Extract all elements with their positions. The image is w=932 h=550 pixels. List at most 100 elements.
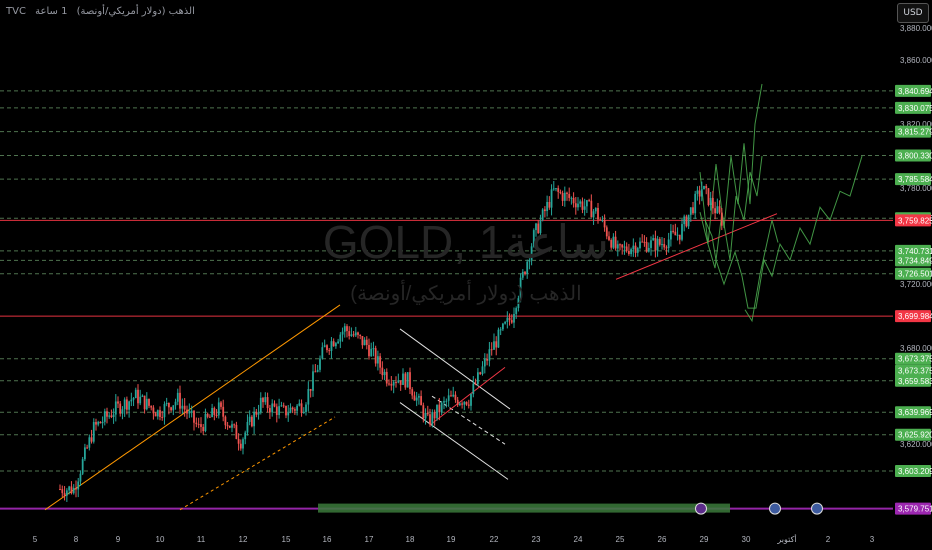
candle [77, 477, 80, 498]
price-tag: 3,625.920 [895, 428, 932, 441]
x-tick-label: 5 [33, 535, 38, 544]
candle [357, 331, 359, 339]
candle [61, 485, 64, 498]
candle-body [269, 408, 271, 413]
candle [328, 348, 331, 355]
candle-body [300, 403, 303, 414]
candle-body [152, 407, 155, 414]
candle [705, 184, 708, 195]
candle [431, 409, 434, 428]
price-tag-bg [895, 310, 931, 323]
candle-body [535, 223, 537, 231]
candle [711, 190, 714, 215]
candle [112, 408, 115, 424]
candle [361, 336, 364, 349]
candle-body [110, 415, 113, 418]
candle-body [438, 404, 441, 413]
candle [186, 405, 188, 420]
candle-body [103, 411, 106, 422]
candle-body [658, 238, 661, 245]
candle [213, 406, 216, 421]
candle-body [698, 190, 701, 197]
candle-body [215, 414, 218, 416]
x-tick-label: 2 [826, 535, 831, 544]
candle [211, 403, 214, 418]
candle [543, 206, 546, 218]
candle [397, 373, 400, 384]
price-tag-label: 3,625.920 [898, 431, 932, 440]
candle [716, 198, 719, 214]
candle-body [323, 345, 326, 348]
candle-body [343, 326, 346, 332]
candle-body [429, 414, 431, 425]
candle-body [608, 236, 610, 240]
candle-body [566, 192, 568, 194]
candle-body [121, 409, 124, 414]
price-tag-label: 3,639.969 [898, 408, 932, 417]
candle [597, 203, 599, 224]
candle-body [456, 399, 459, 405]
candle-body [86, 447, 89, 449]
candle [678, 234, 681, 245]
currency-button[interactable]: USD [897, 3, 929, 23]
candle-body [239, 443, 242, 449]
candle [309, 388, 312, 398]
candle [217, 397, 220, 419]
candle-body [287, 412, 290, 416]
candle-body [413, 395, 416, 401]
candle [555, 187, 557, 192]
candle-body [543, 209, 546, 212]
candle [128, 400, 131, 418]
candle [563, 186, 566, 207]
candle [426, 405, 429, 417]
y-tick-label: 3,860.000 [900, 56, 932, 65]
candle [343, 323, 346, 338]
candle-body [337, 341, 340, 344]
candle-body [372, 348, 375, 350]
candle-body [590, 200, 593, 218]
price-tag-bg [895, 428, 931, 441]
candle-body [452, 394, 455, 397]
candle [110, 409, 113, 419]
candle [461, 401, 464, 409]
price-tag-label: 3,830.075 [898, 104, 932, 113]
candle-body [483, 358, 486, 367]
candle-body [332, 341, 335, 347]
candle-body [409, 372, 411, 390]
candle-body [661, 244, 663, 246]
candle-body [555, 188, 557, 190]
candle [488, 341, 491, 367]
candle-body [262, 397, 264, 403]
candle-body [574, 203, 577, 208]
candle-body [634, 245, 637, 253]
candle-body [517, 298, 520, 309]
candle-body [68, 486, 71, 491]
candle-body [422, 405, 425, 419]
candle [114, 394, 117, 422]
candle [255, 408, 258, 418]
candle [515, 306, 518, 319]
candle-body [539, 219, 542, 234]
candle-body [132, 398, 135, 400]
candle [108, 411, 111, 419]
event-marker-icon [811, 502, 823, 515]
candle-body [689, 207, 692, 215]
event-marker-icon [769, 502, 781, 515]
candle [204, 408, 207, 433]
candle-body [406, 372, 409, 388]
price-tag-bg [895, 244, 931, 257]
candle-body [346, 326, 348, 332]
candle-body [77, 481, 80, 490]
x-tick-label: 17 [365, 535, 374, 544]
candle-body [431, 412, 434, 425]
candle-body [472, 383, 475, 395]
price-tag: 3,830.075 [895, 101, 932, 114]
candle [658, 237, 661, 247]
candle [246, 414, 249, 436]
candle [79, 470, 82, 486]
candle [669, 224, 672, 247]
candle-body [388, 383, 390, 385]
candle [302, 407, 305, 414]
chart-header: TVC الذهب (دولار أمريكي/أونصة) 1 ساعة [6, 6, 201, 17]
